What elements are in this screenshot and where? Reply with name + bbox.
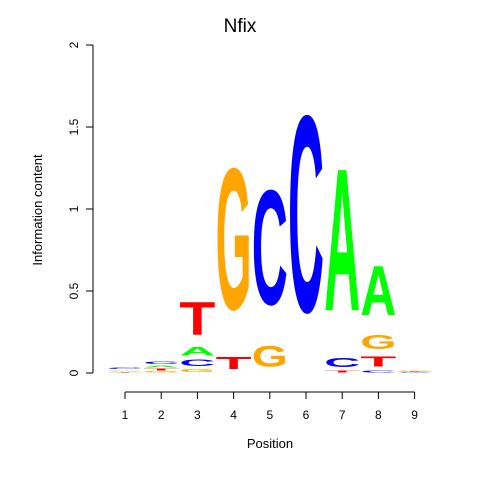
logo-letter-a: A bbox=[324, 127, 360, 354]
logo-letter-c: C bbox=[107, 368, 143, 370]
logo-letter-t: T bbox=[143, 368, 180, 371]
logo-letter-c: C bbox=[143, 361, 179, 365]
logo-letter-c: C bbox=[397, 372, 433, 373]
x-tick-label: 1 bbox=[122, 408, 129, 422]
logo-letter-t: T bbox=[324, 370, 361, 373]
logo-letter-g: G bbox=[216, 127, 252, 353]
logo-letter-t: T bbox=[397, 372, 433, 373]
logo-letter-a: A bbox=[107, 371, 143, 372]
x-tick-label: 8 bbox=[375, 408, 382, 422]
logo-letter-t: T bbox=[216, 354, 253, 373]
y-axis: 0 0.5 1 1.5 2 bbox=[67, 41, 94, 376]
logo-letter-g: G bbox=[360, 330, 396, 353]
x-axis: 1 2 3 4 5 6 7 8 9 bbox=[122, 391, 418, 422]
y-tick-label: 0.5 bbox=[67, 282, 81, 299]
logo-letter-g: G bbox=[179, 368, 215, 373]
x-tick-label: 6 bbox=[303, 408, 310, 422]
logo-letter-c: C bbox=[252, 155, 288, 339]
logo-letter-c: C bbox=[288, 56, 324, 371]
logo-letter-t: T bbox=[360, 354, 396, 370]
x-tick-label: 3 bbox=[194, 408, 201, 422]
y-axis-label: Information content bbox=[30, 154, 45, 266]
x-tick-label: 9 bbox=[411, 408, 418, 422]
y-tick-label: 0 bbox=[67, 369, 81, 376]
x-tick-label: 4 bbox=[230, 408, 237, 422]
x-tick-label: 7 bbox=[339, 408, 346, 422]
x-tick-label: 2 bbox=[158, 408, 165, 422]
logo-letter-a: A bbox=[143, 365, 179, 368]
logo-letter-g: G bbox=[252, 341, 288, 374]
logo-letter-a: A bbox=[397, 371, 433, 372]
logo-letter-c: C bbox=[360, 370, 396, 373]
logo-letter-g: G bbox=[397, 369, 433, 370]
logo-letter-t: T bbox=[179, 293, 215, 345]
y-tick-label: 1 bbox=[67, 205, 81, 212]
logo-letter-a: A bbox=[360, 251, 396, 329]
logo-letter-g: G bbox=[107, 370, 143, 371]
logo-letter-a: A bbox=[179, 345, 215, 358]
y-tick-label: 2 bbox=[67, 41, 81, 48]
x-axis-label: Position bbox=[247, 436, 293, 451]
y-tick-label: 1.5 bbox=[67, 118, 81, 135]
logo-letter-c: C bbox=[324, 355, 360, 370]
logo-letter-c: C bbox=[179, 358, 215, 368]
logo-letter-g: G bbox=[143, 371, 179, 373]
logo-letter-t: T bbox=[107, 372, 143, 373]
x-tick-label: 5 bbox=[266, 408, 273, 422]
chart-title: Nfix bbox=[224, 16, 257, 37]
